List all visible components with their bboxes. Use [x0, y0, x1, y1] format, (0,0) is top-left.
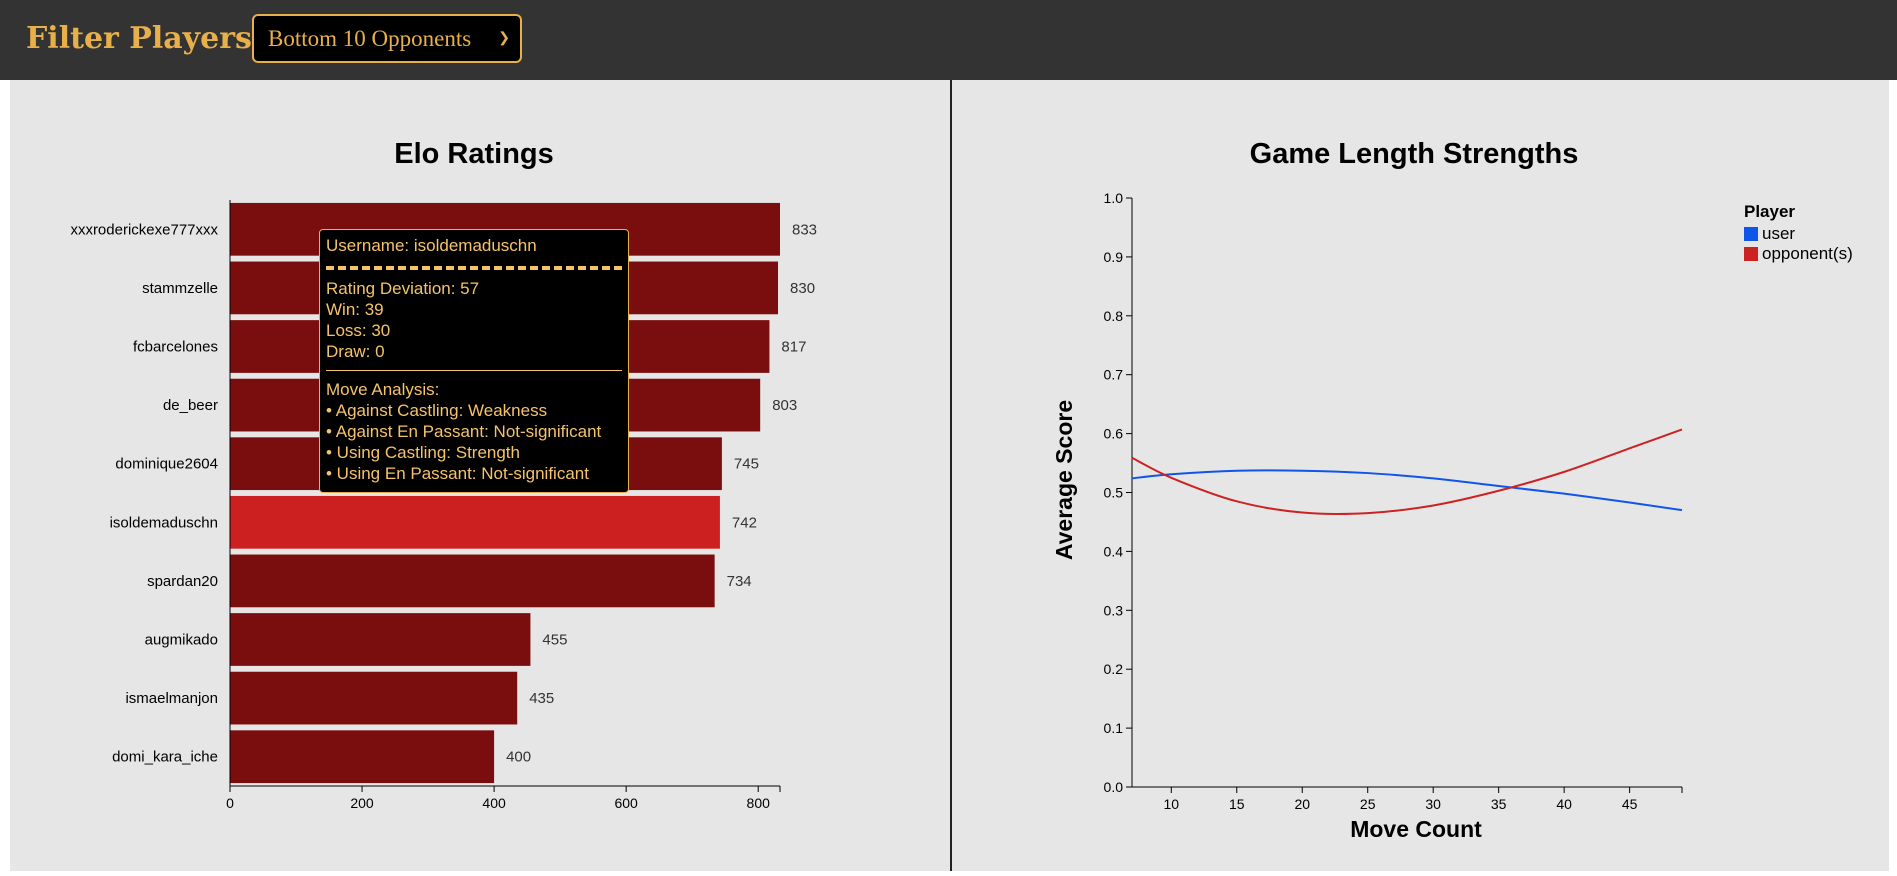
- len-x-tick-label: 30: [1425, 796, 1441, 812]
- legend-swatch: [1744, 247, 1758, 261]
- tooltip-solid-divider: [326, 370, 622, 371]
- len-x-tick-label: 20: [1294, 796, 1310, 812]
- elo-chart-title: Elo Ratings: [394, 138, 554, 170]
- elo-player-label: augmikado: [145, 632, 218, 649]
- len-y-tick-label: 0.2: [1104, 661, 1124, 677]
- elo-value-label: 817: [781, 339, 806, 356]
- len-y-tick-label: 1.0: [1104, 190, 1124, 206]
- elo-bar[interactable]: [230, 613, 531, 666]
- elo-bar[interactable]: [230, 495, 720, 549]
- tooltip-analysis-item: • Against Castling: Weakness: [326, 401, 548, 420]
- elo-player-label: isoldemaduschn: [110, 514, 218, 531]
- legend-entry: opponent(s): [1762, 244, 1853, 263]
- len-y-tick-label: 0.3: [1104, 602, 1124, 618]
- tooltip-username: Username: isoldemaduschn: [326, 236, 537, 255]
- len-x-tick-label: 35: [1491, 796, 1507, 812]
- elo-value-label: 742: [732, 514, 757, 531]
- len-x-tick-label: 40: [1556, 796, 1572, 812]
- elo-value-label: 435: [529, 690, 554, 707]
- legend-swatch: [1744, 227, 1758, 241]
- len-x-tick-label: 15: [1229, 796, 1245, 812]
- filter-players-select[interactable]: Bottom 10 Opponents ❯: [252, 14, 522, 63]
- len-y-tick-label: 0.5: [1104, 485, 1124, 501]
- tooltip-analysis-item: • Using Castling: Strength: [326, 443, 520, 462]
- elo-player-label: xxxroderickexe777xxx: [70, 221, 218, 238]
- len-x-tick-label: 45: [1622, 796, 1638, 812]
- top-bar: Filter Players: Bottom 10 Opponents ❯: [0, 0, 1897, 80]
- tooltip-rating-deviation: Rating Deviation: 57: [326, 279, 480, 298]
- elo-player-label: ismaelmanjon: [125, 690, 218, 707]
- len-x-tick-label: 25: [1360, 796, 1376, 812]
- elo-player-label: domi_kara_iche: [112, 749, 218, 766]
- elo-x-tick-label: 800: [747, 795, 771, 811]
- elo-value-label: 745: [734, 456, 759, 473]
- player-tooltip: Username: isoldemaduschn Rating Deviatio…: [319, 229, 629, 493]
- elo-x-tick-label: 400: [482, 795, 506, 811]
- tooltip-move-analysis-title: Move Analysis:: [326, 380, 440, 399]
- len-x-tick-label: 10: [1163, 796, 1179, 812]
- elo-bar[interactable]: [230, 554, 715, 608]
- tooltip-win: Win: 39: [326, 300, 384, 319]
- chevron-down-icon: ❯: [498, 31, 510, 46]
- elo-player-label: fcbarcelones: [133, 339, 218, 356]
- x-axis-label: Move Count: [1350, 816, 1482, 842]
- elo-player-label: spardan20: [147, 573, 218, 590]
- game-length-chart-title: Game Length Strengths: [1250, 138, 1579, 170]
- legend-title: Player: [1744, 202, 1795, 221]
- tooltip-draw: Draw: 0: [326, 342, 385, 361]
- elo-bar[interactable]: [230, 730, 495, 784]
- length-panel: Game Length Strengths Average Score Move…: [952, 80, 1889, 871]
- len-y-tick-label: 0.0: [1104, 779, 1124, 795]
- tooltip-analysis-item: • Against En Passant: Not-significant: [326, 422, 602, 441]
- page-margin-right: [1889, 80, 1897, 871]
- tooltip-dashed-divider: [326, 266, 622, 270]
- elo-value-label: 455: [542, 632, 567, 649]
- elo-player-label: stammzelle: [142, 280, 218, 297]
- elo-value-label: 734: [727, 573, 752, 590]
- elo-value-label: 803: [772, 397, 797, 414]
- series-line-opponents: [1131, 428, 1683, 516]
- tooltip-analysis-item: • Using En Passant: Not-significant: [326, 464, 589, 483]
- elo-bar[interactable]: [230, 671, 518, 725]
- len-y-tick-label: 0.9: [1104, 249, 1124, 265]
- len-y-tick-label: 0.7: [1104, 367, 1124, 383]
- len-y-tick-label: 0.4: [1104, 543, 1124, 559]
- game-length-chart: Game Length Strengths Average Score Move…: [1051, 138, 1853, 842]
- elo-value-label: 400: [506, 749, 531, 766]
- len-y-tick-label: 0.1: [1104, 720, 1124, 736]
- len-y-tick-label: 0.6: [1104, 426, 1124, 442]
- elo-x-tick-label: 600: [614, 795, 638, 811]
- legend-entry: user: [1762, 224, 1795, 243]
- elo-x-tick-label: 0: [226, 795, 234, 811]
- elo-player-label: de_beer: [163, 397, 218, 414]
- elo-x-tick-label: 200: [350, 795, 374, 811]
- panel-divider: [950, 80, 952, 871]
- elo-player-label: dominique2604: [115, 456, 218, 473]
- y-axis-label: Average Score: [1051, 400, 1077, 560]
- len-y-tick-label: 0.8: [1104, 308, 1124, 324]
- filter-selected-value: Bottom 10 Opponents: [268, 26, 472, 51]
- elo-value-label: 833: [792, 221, 817, 238]
- elo-value-label: 830: [790, 280, 815, 297]
- tooltip-loss: Loss: 30: [326, 321, 391, 340]
- filter-label: Filter Players:: [26, 21, 263, 56]
- series-line-user: [1131, 469, 1683, 512]
- page-margin-left: [0, 80, 10, 871]
